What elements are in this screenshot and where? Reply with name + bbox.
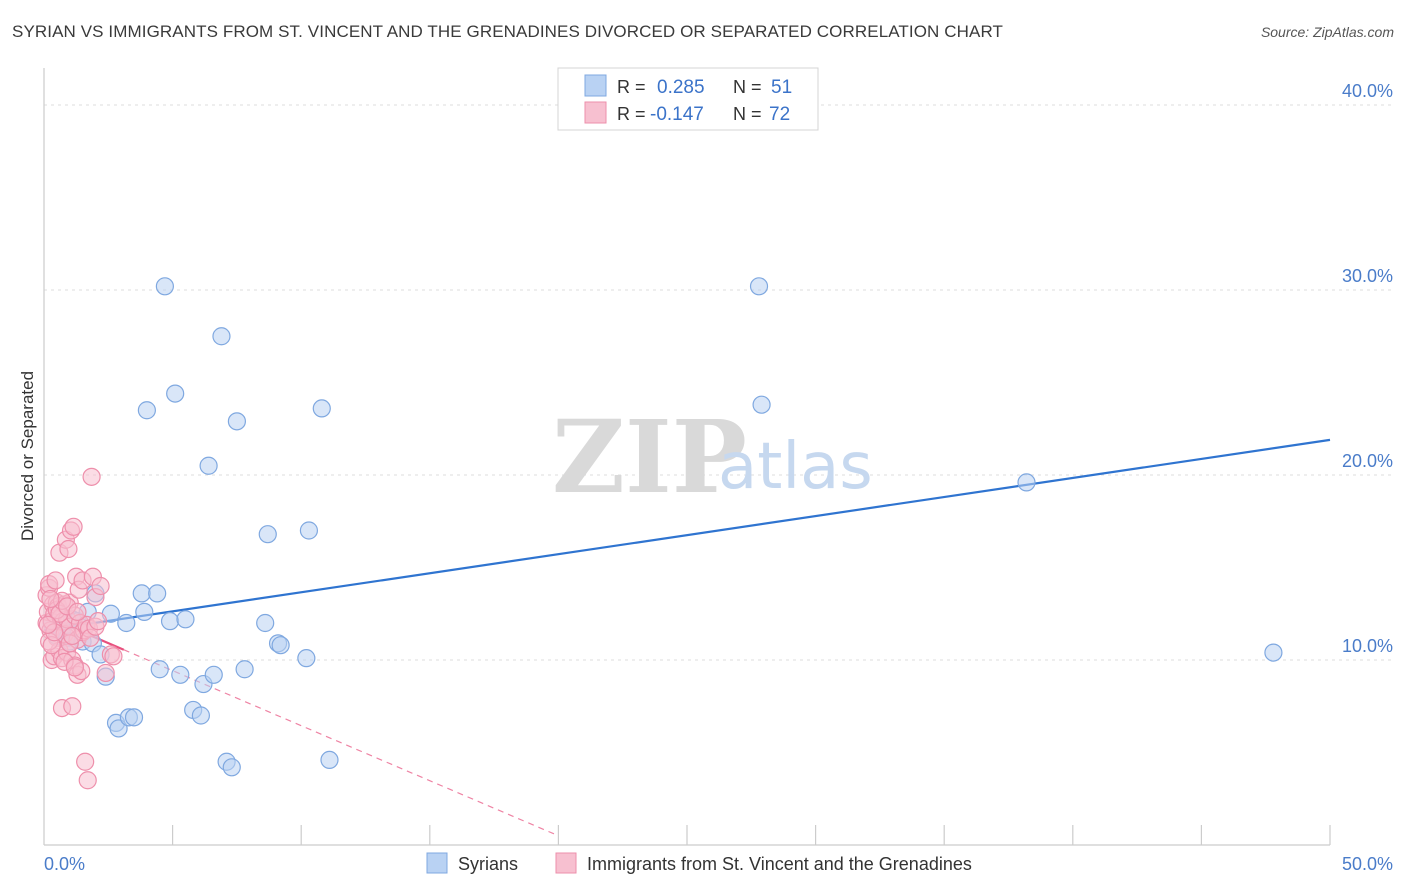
syrians-point-27: [176, 610, 195, 629]
series-legend-swatch-syrians: [426, 852, 448, 874]
legend-r-label-1: R =: [617, 104, 646, 124]
syrians-point-36: [227, 412, 246, 431]
syrians-point-24: [160, 612, 180, 631]
syrians-point-26: [171, 665, 190, 684]
syrians-point-18: [132, 584, 151, 603]
syrians-point-20: [137, 401, 156, 420]
legend-r-value-1: -0.147: [650, 104, 704, 125]
immigrants-point-69: [68, 602, 87, 622]
stats-legend: R = 0.285 N = 51 R = -0.147 N = 72: [557, 67, 819, 131]
immigrants-point-11: [46, 571, 65, 590]
syrians-point-41: [271, 636, 290, 655]
syrians-point-47: [752, 395, 771, 414]
series-legend: Syrians Immigrants from St. Vincent and …: [426, 852, 972, 874]
immigrants-point-71: [41, 589, 60, 609]
chart-title: SYRIAN VS IMMIGRANTS FROM ST. VINCENT AN…: [12, 22, 1004, 41]
syrians-point-38: [256, 613, 275, 633]
series-legend-label-syrians: Syrians: [458, 854, 518, 874]
syrians-point-15: [117, 613, 136, 633]
y-tick-labels: 10.0% 20.0% 30.0% 40.0%: [1342, 81, 1393, 656]
immigrants-point-32: [64, 517, 83, 536]
legend-r-label-0: R =: [617, 77, 646, 97]
syrians-point-19: [135, 602, 154, 622]
y-tick-label-2: 30.0%: [1342, 266, 1393, 286]
syrians-point-43: [299, 521, 319, 540]
x-tick-min: 0.0%: [44, 854, 85, 874]
zipatlas-watermark: ZIP atlas: [552, 398, 873, 516]
immigrants-point-53: [88, 612, 108, 631]
syrians-point-46: [749, 277, 769, 296]
immigrants-point-67: [63, 626, 82, 646]
immigrants-point-55: [96, 663, 115, 683]
syrians-point-25: [166, 384, 185, 403]
syrians-point-29: [191, 706, 210, 725]
data-points: [37, 277, 1283, 790]
legend-swatch-immigrants: [584, 101, 607, 124]
chart-source: Source: ZipAtlas.com: [1260, 24, 1394, 40]
legend-n-label-0: N =: [733, 77, 762, 97]
immigrants-point-44: [76, 752, 95, 771]
syrians-point-49: [1264, 643, 1283, 662]
syrians-point-22: [150, 660, 169, 679]
immigrants-point-70: [38, 615, 57, 634]
syrians-point-21: [148, 584, 167, 603]
syrians-point-17: [124, 708, 144, 727]
y-tick-label-0: 10.0%: [1342, 636, 1393, 656]
watermark-zip: ZIP: [552, 398, 747, 516]
x-tick-max: 50.0%: [1342, 854, 1393, 874]
syrians-point-31: [199, 456, 218, 475]
grid-lines: [44, 104, 1393, 661]
immigrants-point-68: [65, 658, 84, 677]
series-legend-swatch-immigrants: [555, 852, 577, 874]
immigrants-point-57: [104, 647, 123, 666]
immigrants-point-49: [82, 467, 101, 486]
syrians-point-14: [109, 719, 128, 738]
immigrants-point-54: [91, 576, 110, 596]
syrians-point-35: [222, 758, 241, 777]
y-axis-title: Divorced or Separated: [18, 371, 37, 541]
syrians-point-33: [212, 327, 231, 346]
legend-n-label-1: N =: [733, 104, 762, 124]
syrians-point-42: [297, 649, 316, 668]
legend-n-value-1: 72: [769, 104, 790, 125]
x-tick-labels: 0.0% 50.0%: [44, 854, 1393, 874]
immigrants-point-46: [78, 771, 97, 790]
syrians-point-45: [320, 750, 339, 770]
y-tick-label-3: 40.0%: [1342, 81, 1393, 101]
immigrants-point-26: [59, 539, 78, 559]
syrians-point-37: [235, 660, 254, 679]
watermark-atlas: atlas: [718, 430, 873, 504]
syrians-point-39: [258, 525, 277, 544]
y-tick-label-1: 20.0%: [1342, 451, 1393, 471]
syrians-point-23: [155, 277, 174, 296]
immigrants-point-30: [63, 697, 82, 716]
syrians-point-32: [204, 665, 223, 684]
trend-line-0: [43, 438, 1331, 632]
syrians-point-44: [312, 399, 331, 418]
series-legend-label-immigrants: Immigrants from St. Vincent and the Gren…: [587, 854, 972, 874]
axes: [43, 68, 1331, 846]
legend-r-value-0: 0.285: [657, 77, 705, 98]
legend-n-value-0: 51: [771, 77, 792, 98]
legend-swatch-syrians: [584, 74, 607, 97]
syrians-point-48: [1017, 473, 1036, 492]
